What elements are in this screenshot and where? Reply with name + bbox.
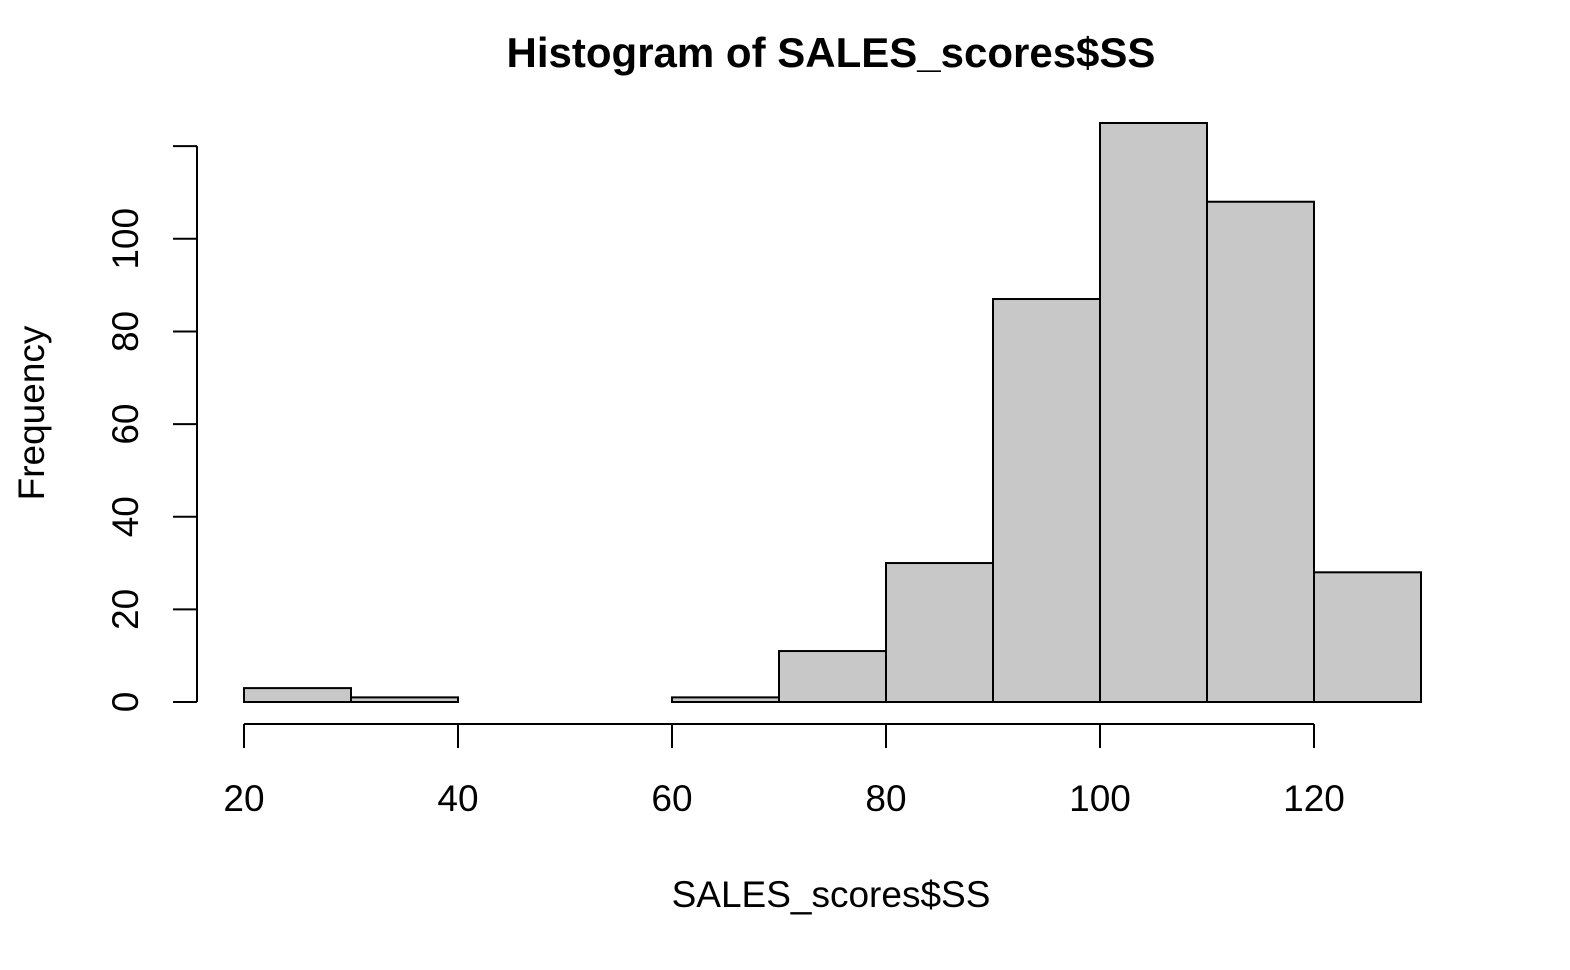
x-tick-label: 120 [1283, 778, 1345, 819]
x-axis: 20 40 60 80 100 120 [223, 723, 1345, 819]
chart-title: Histogram of SALES_scores$SS [507, 29, 1156, 76]
x-axis-title: SALES_scores$SS [672, 874, 991, 915]
histogram-bars [243, 122, 1422, 704]
histogram-bar [1099, 122, 1208, 703]
y-axis-title: Frequency [11, 325, 52, 500]
y-tick-label: 100 [105, 208, 146, 270]
histogram-bar [885, 562, 994, 703]
y-tick-label: 60 [105, 404, 146, 445]
x-tick-label: 60 [651, 778, 692, 819]
histogram-bar [671, 696, 780, 703]
histogram-bar [1313, 571, 1422, 704]
y-tick-label: 20 [105, 589, 146, 630]
x-tick-label: 80 [865, 778, 906, 819]
y-tick-label: 80 [105, 311, 146, 352]
histogram-bar [243, 687, 352, 704]
x-tick-label: 20 [223, 778, 264, 819]
histogram-bar [350, 696, 459, 703]
histogram-bar [1206, 200, 1315, 704]
x-tick-label: 40 [437, 778, 478, 819]
x-tick-label: 100 [1069, 778, 1131, 819]
y-axis: 0 20 40 60 80 100 [105, 145, 198, 713]
y-tick-label: 40 [105, 496, 146, 537]
histogram-bar [992, 298, 1101, 703]
y-tick-label: 0 [105, 692, 146, 713]
histogram-bar [778, 650, 887, 703]
